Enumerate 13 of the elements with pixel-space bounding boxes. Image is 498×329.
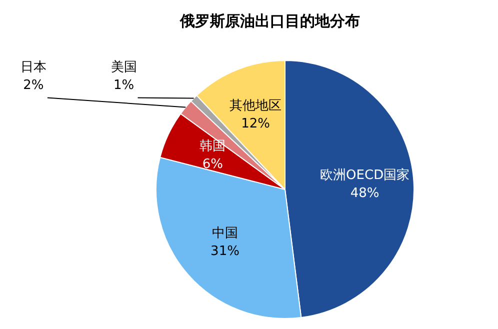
slice-label: 日本: [20, 60, 46, 76]
slice-label: 其他地区: [230, 98, 282, 114]
slice-label: 美国: [110, 59, 137, 76]
data-label: 48%: [350, 186, 380, 201]
slice-label: 欧洲OECD国家: [320, 166, 410, 183]
data-label: 31%: [210, 244, 240, 259]
slice-label: 韩国: [200, 138, 226, 154]
chart-title: 俄罗斯原油出口目的地分布: [179, 12, 360, 30]
data-label: 2%: [23, 78, 44, 94]
data-label: 6%: [202, 156, 223, 172]
data-label: 1%: [113, 78, 134, 94]
data-label: 12%: [241, 116, 270, 132]
slice-label: 中国: [212, 226, 238, 241]
